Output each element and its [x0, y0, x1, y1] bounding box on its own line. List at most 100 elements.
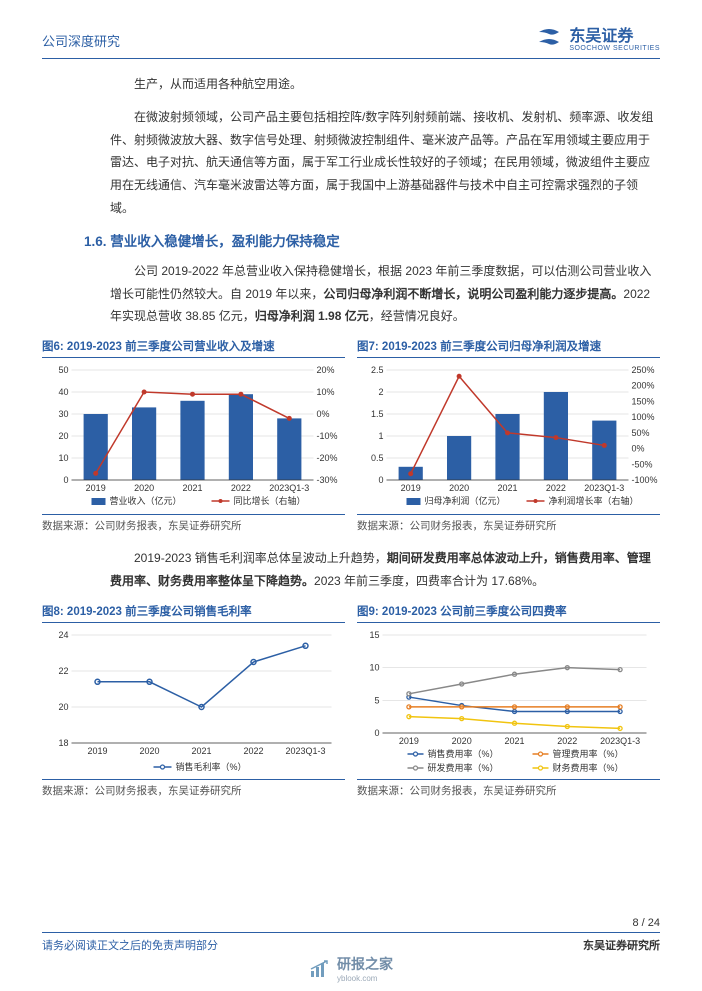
- svg-text:2: 2: [378, 387, 383, 397]
- svg-text:0: 0: [378, 475, 383, 485]
- svg-text:2022: 2022: [231, 483, 251, 493]
- chart-8-title: 图8: 2019-2023 前三季度公司销售毛利率: [42, 603, 345, 623]
- svg-text:0%: 0%: [317, 409, 330, 419]
- paragraph-1: 在微波射频领域，公司产品主要包括相控阵/数字阵列射频前端、接收机、发射机、频率源…: [42, 106, 660, 220]
- svg-text:250%: 250%: [632, 365, 655, 375]
- svg-text:2019: 2019: [87, 746, 107, 756]
- svg-text:2023Q1-3: 2023Q1-3: [285, 746, 325, 756]
- paragraph-0: 生产，从而适用各种航空用途。: [42, 73, 660, 96]
- svg-text:50: 50: [58, 365, 68, 375]
- chart-6-plot: 01020304050-30%-20%-10%0%10%20%201920202…: [42, 362, 345, 512]
- svg-text:0%: 0%: [632, 444, 645, 454]
- charts-row-1: 图6: 2019-2023 前三季度公司营业收入及增速 01020304050-…: [42, 338, 660, 533]
- svg-text:0: 0: [374, 728, 379, 738]
- svg-text:2021: 2021: [182, 483, 202, 493]
- chart-7-source: 数据来源：公司财务报表，东吴证券研究所: [357, 514, 660, 533]
- brand-name-cn: 东吴证券: [569, 29, 660, 45]
- svg-text:0.5: 0.5: [371, 453, 384, 463]
- svg-text:-20%: -20%: [317, 453, 338, 463]
- page-footer: 8 / 24 请务必阅读正文之后的免责声明部分 东吴证券研究所: [0, 917, 702, 953]
- svg-text:2019: 2019: [399, 736, 419, 746]
- svg-text:净利润增长率（右轴）: 净利润增长率（右轴）: [549, 495, 639, 506]
- svg-text:2019: 2019: [86, 483, 106, 493]
- svg-text:40: 40: [58, 387, 68, 397]
- p3-part-c: 2023 年前三季度，四费率合计为 17.68%。: [314, 574, 544, 588]
- svg-text:-100%: -100%: [632, 475, 658, 485]
- svg-text:2020: 2020: [134, 483, 154, 493]
- p2-part-e: ，经营情况良好。: [369, 309, 465, 323]
- section-heading-1-6: 1.6. 营业收入稳健增长，盈利能力保持稳定: [84, 230, 660, 250]
- svg-text:2021: 2021: [497, 483, 517, 493]
- chart-9-source: 数据来源：公司财务报表，东吴证券研究所: [357, 779, 660, 798]
- page-header: 公司深度研究 东吴证券 SOOCHOW SECURITIES: [42, 28, 660, 59]
- svg-text:2022: 2022: [243, 746, 263, 756]
- institute-name: 东吴证券研究所: [583, 937, 660, 953]
- watermark-sub: yblook.com: [337, 974, 393, 983]
- watermark-icon: [309, 959, 331, 979]
- svg-text:营业收入（亿元）: 营业收入（亿元）: [110, 495, 182, 506]
- brand-logo: 东吴证券 SOOCHOW SECURITIES: [535, 28, 660, 52]
- svg-text:1.5: 1.5: [371, 409, 384, 419]
- svg-text:15: 15: [369, 630, 379, 640]
- svg-text:30: 30: [58, 409, 68, 419]
- svg-text:2.5: 2.5: [371, 365, 384, 375]
- svg-text:-10%: -10%: [317, 431, 338, 441]
- svg-text:1: 1: [378, 431, 383, 441]
- paragraph-3: 2019-2023 销售毛利润率总体呈波动上升趋势，期间研发费用率总体波动上升，…: [42, 547, 660, 593]
- svg-text:2020: 2020: [452, 736, 472, 746]
- chart-8-source: 数据来源：公司财务报表，东吴证券研究所: [42, 779, 345, 798]
- p2-part-b: 公司归母净利润不断增长，说明公司盈利能力逐步提高。: [323, 287, 623, 301]
- chart-9: 图9: 2019-2023 公司前三季度公司四费率 0 5 10 15 2019 2020…: [357, 603, 660, 798]
- svg-text:2020: 2020: [139, 746, 159, 756]
- svg-text:0: 0: [63, 475, 68, 485]
- svg-text:财务费用率（%）: 财务费用率（%）: [553, 762, 624, 773]
- svg-text:20: 20: [58, 431, 68, 441]
- disclaimer-text: 请务必阅读正文之后的免责声明部分: [42, 937, 218, 953]
- chart-8-plot: 1820222420192020202120222023Q1-3销售毛利率（%）: [42, 627, 345, 777]
- svg-text:研发费用率（%）: 研发费用率（%）: [428, 762, 499, 773]
- svg-text:24: 24: [58, 630, 68, 640]
- chart-6-title: 图6: 2019-2023 前三季度公司营业收入及增速: [42, 338, 345, 358]
- svg-text:100%: 100%: [632, 412, 655, 422]
- svg-text:10: 10: [369, 662, 379, 672]
- svg-text:200%: 200%: [632, 381, 655, 391]
- svg-text:销售毛利率（%）: 销售毛利率（%）: [176, 761, 247, 772]
- chart-7-title: 图7: 2019-2023 前三季度公司归母净利润及增速: [357, 338, 660, 358]
- chart-8: 图8: 2019-2023 前三季度公司销售毛利率 18 2022 24 2019 20…: [42, 603, 345, 798]
- p3-part-a: 2019-2023 销售毛利润率总体呈波动上升趋势，: [134, 551, 387, 565]
- svg-text:2023Q1-3: 2023Q1-3: [269, 483, 309, 493]
- svg-text:2021: 2021: [191, 746, 211, 756]
- svg-text:-50%: -50%: [632, 459, 653, 469]
- watermark: 研报之家 yblook.com: [309, 954, 393, 983]
- svg-text:2020: 2020: [449, 483, 469, 493]
- svg-text:2021: 2021: [504, 736, 524, 746]
- svg-text:10: 10: [58, 453, 68, 463]
- svg-text:销售费用率（%）: 销售费用率（%）: [428, 748, 499, 759]
- chart-9-plot: 05101520192020202120222023Q1-3销售费用率（%）管理…: [357, 627, 660, 777]
- svg-text:150%: 150%: [632, 397, 655, 407]
- chart-6-source: 数据来源：公司财务报表，东吴证券研究所: [42, 514, 345, 533]
- svg-text:20%: 20%: [317, 365, 335, 375]
- soochow-logo-icon: [535, 28, 563, 52]
- paragraph-2: 公司 2019-2022 年总营业收入保持稳健增长，根据 2023 年前三季度数…: [42, 260, 660, 328]
- header-title: 公司深度研究: [42, 31, 120, 50]
- watermark-text: 研报之家: [337, 954, 393, 974]
- chart-7-plot: 0 0.5 1 1.5 2 2.5 -100% -50% 0% 50% 100% 150% 200% 25…: [357, 362, 660, 512]
- svg-text:5: 5: [374, 695, 379, 705]
- svg-text:同比增长（右轴）: 同比增长（右轴）: [234, 495, 306, 506]
- svg-text:50%: 50%: [632, 428, 650, 438]
- svg-text:2023Q1-3: 2023Q1-3: [584, 483, 624, 493]
- chart-7: 图7: 2019-2023 前三季度公司归母净利润及增速 0 0.5 1 1.5 2 2.…: [357, 338, 660, 533]
- svg-text:20: 20: [58, 702, 68, 712]
- svg-text:归母净利润（亿元）: 归母净利润（亿元）: [425, 495, 506, 506]
- svg-text:2019: 2019: [401, 483, 421, 493]
- chart-6: 图6: 2019-2023 前三季度公司营业收入及增速 0 10 20 30 40 50 -…: [42, 338, 345, 533]
- page-number: 8 / 24: [42, 917, 660, 933]
- svg-text:-30%: -30%: [317, 475, 338, 485]
- svg-text:2022: 2022: [557, 736, 577, 746]
- chart-9-title: 图9: 2019-2023 公司前三季度公司四费率: [357, 603, 660, 623]
- svg-text:2022: 2022: [546, 483, 566, 493]
- svg-text:18: 18: [58, 738, 68, 748]
- svg-text:2023Q1-3: 2023Q1-3: [600, 736, 640, 746]
- charts-row-2: 图8: 2019-2023 前三季度公司销售毛利率 18 2022 24 2019 20…: [42, 603, 660, 798]
